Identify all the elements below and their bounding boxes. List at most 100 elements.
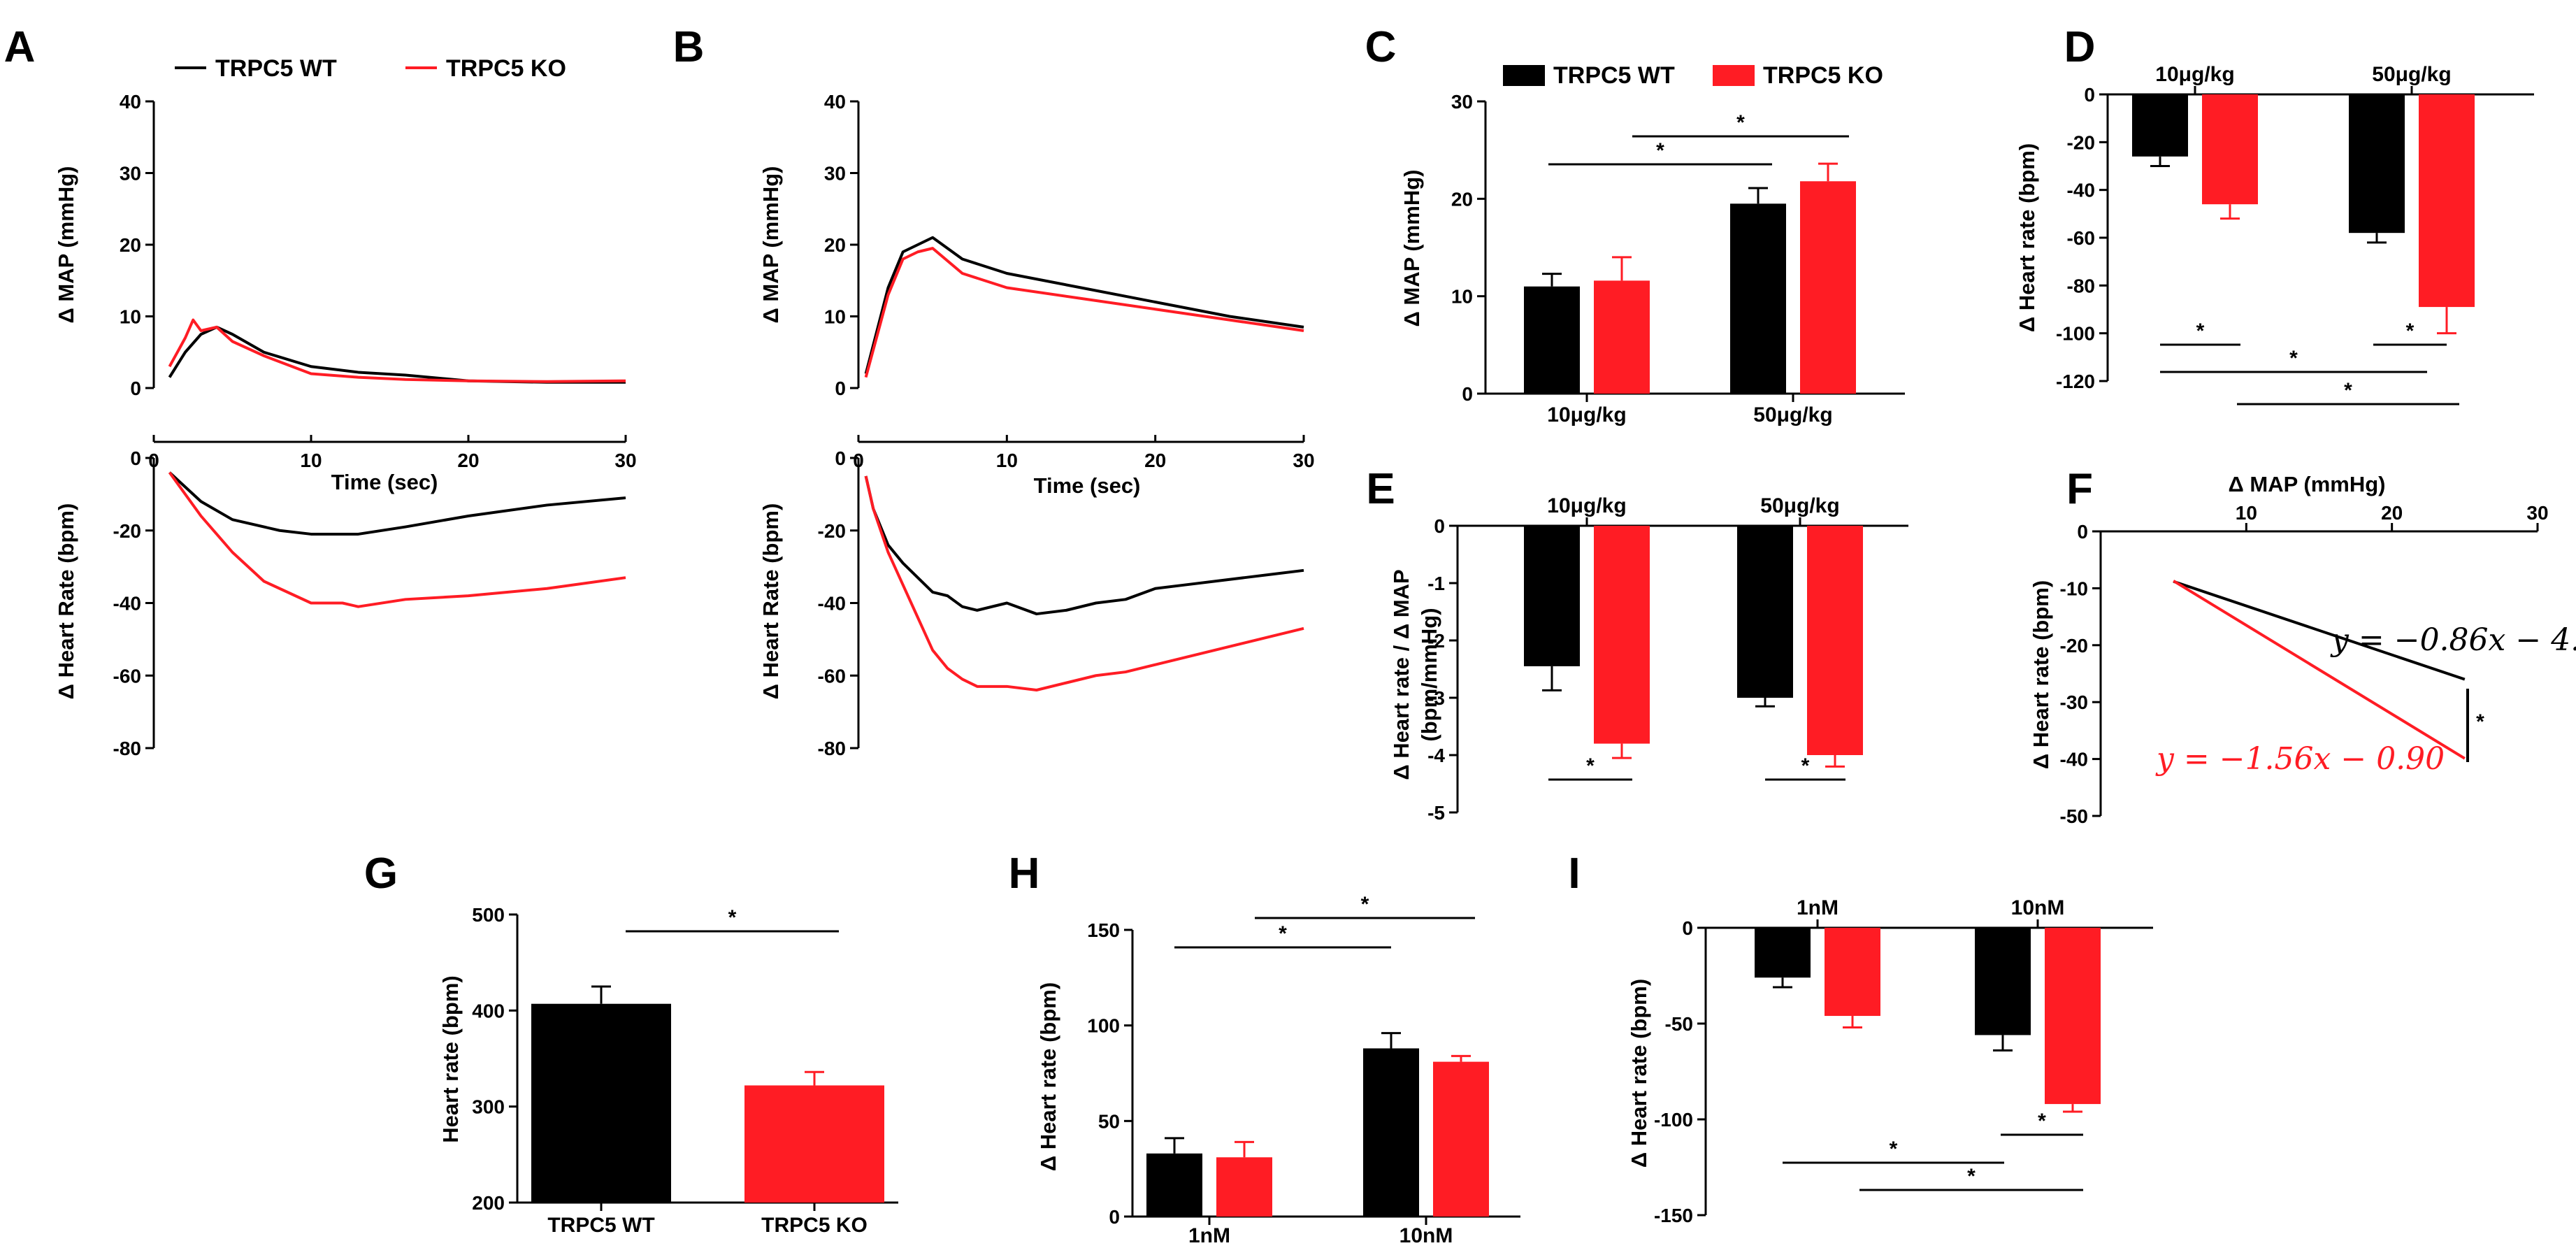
panel-C-bar-wt xyxy=(1524,286,1580,394)
panel-label-G: G xyxy=(364,849,398,898)
panel-H-sig-2-star: * xyxy=(1361,893,1369,916)
panel-A-x-tick-label: 20 xyxy=(457,450,479,471)
panel-F-equation-wt: y = −0.86x − 4.51 xyxy=(2330,622,2576,658)
panel-A-bottom-y-tick-label: 0 xyxy=(130,447,141,469)
panel-D-sig-4-star: * xyxy=(2344,379,2352,402)
panel-I-bar-wt xyxy=(1975,928,2031,1035)
panel-C-category-label: 10μg/kg xyxy=(1547,403,1626,426)
panel-H-bar-ko xyxy=(1433,1061,1489,1217)
panel-B-x-tick-label: 30 xyxy=(1293,450,1314,471)
panel-D-y-tick-label: -80 xyxy=(2067,275,2095,296)
panel-I-y-tick-label: -150 xyxy=(1654,1205,1693,1226)
panel-B-bottom-y-tick-label: -20 xyxy=(818,520,846,542)
panel-B-top-y-tick-label: 30 xyxy=(824,163,846,185)
panel-D-bar-ko xyxy=(2202,94,2258,205)
legend-ko-label: TRPC5 KO xyxy=(446,55,566,82)
panel-E-y-tick-label: -3 xyxy=(1427,687,1445,709)
panel-D-y-tick-label: -60 xyxy=(2067,227,2095,249)
panel-G-y-tick-label: 300 xyxy=(472,1096,505,1118)
panel-C-y-label: Δ MAP (mmHg) xyxy=(1399,170,1424,327)
panel-D-bar-ko xyxy=(2419,94,2475,308)
panel-F-x-tick-label: 10 xyxy=(2236,502,2257,524)
panel-F-y-tick-label: -10 xyxy=(2060,578,2088,599)
panel-F-y-label: Δ Heart rate (bpm) xyxy=(2029,580,2053,769)
panel-H-y-tick-label: 0 xyxy=(1109,1206,1120,1228)
panel-G-bar-wt xyxy=(531,1003,671,1203)
panel-G-category-label: TRPC5 KO xyxy=(761,1214,868,1237)
panel-D-y-tick-label: -20 xyxy=(2067,131,2095,153)
panel-F-equation-ko: y = −1.56x − 0.90 xyxy=(2155,741,2445,777)
panel-E-category-label: 10μg/kg xyxy=(1547,494,1626,517)
panel-F-y-tick-label: -20 xyxy=(2060,635,2088,657)
panel-G-y-tick-label: 400 xyxy=(472,1000,505,1021)
panel-I-category-label: 10nM xyxy=(2011,896,2065,919)
panel-B-bottom-series-wt xyxy=(864,475,1304,616)
panel-E-bar-ko xyxy=(1594,526,1650,744)
panel-D-y-label: Δ Heart rate (bpm) xyxy=(2015,143,2039,332)
panel-I-y-tick-label: -50 xyxy=(1665,1013,1693,1035)
panel-H-bar-wt xyxy=(1146,1153,1202,1217)
panel-I-category-label: 1nM xyxy=(1797,896,1839,919)
panel-E-y-tick-label: 0 xyxy=(1434,515,1445,537)
panel-I-sig-3-star: * xyxy=(1967,1165,1976,1188)
panel-H-y-tick-label: 50 xyxy=(1098,1110,1120,1132)
panel-A-top-y-label: Δ MAP (mmHg) xyxy=(54,166,78,324)
legend-ko-label: TRPC5 KO xyxy=(1763,62,1883,89)
panel-F-fit-wt xyxy=(2173,580,2466,681)
panel-C-bar-ko xyxy=(1594,280,1650,394)
panel-E-y-tick-label: -1 xyxy=(1427,573,1445,594)
panel-E-bar-wt xyxy=(1524,526,1580,666)
panel-E-y-label-units: (bpm/mmHg) xyxy=(1417,608,1441,741)
panel-F-x-label: Δ MAP (mmHg) xyxy=(2229,472,2386,496)
panel-H-category-label: 10nM xyxy=(1399,1224,1453,1247)
legend-wt-label: TRPC5 WT xyxy=(215,55,337,82)
panel-F-sig-star: * xyxy=(2476,710,2484,733)
panel-C-category-label: 50μg/kg xyxy=(1753,403,1832,426)
panel-A-bottom-series-ko xyxy=(168,471,626,608)
panel-A-top-series-wt xyxy=(168,325,626,384)
panel-label-H: H xyxy=(1009,849,1040,898)
panel-label-B: B xyxy=(673,23,705,71)
panel-I-y-tick-label: 0 xyxy=(1682,917,1693,939)
panel-label-I: I xyxy=(1568,849,1580,898)
panel-F-fit-ko xyxy=(2173,580,2466,760)
panel-H-sig-1-star: * xyxy=(1279,922,1287,945)
panel-A-bottom-y-tick-label: -80 xyxy=(113,738,141,759)
panel-I-sig-1-star: * xyxy=(2038,1110,2046,1133)
legend-ko-swatch xyxy=(1713,65,1755,86)
panel-A-top-y-tick-label: 20 xyxy=(120,234,141,256)
panel-D-sig-3-star: * xyxy=(2289,347,2298,370)
panel-I-bar-wt xyxy=(1755,928,1811,978)
panel-I-y-label: Δ Heart rate (bpm) xyxy=(1627,979,1651,1168)
panel-label-D: D xyxy=(2064,23,2096,71)
panel-D-y-tick-label: -40 xyxy=(2067,180,2095,201)
panel-B-top-y-tick-label: 40 xyxy=(824,91,846,113)
panel-A-bottom-y-tick-label: -40 xyxy=(113,593,141,615)
panel-D-sig-2-star: * xyxy=(2406,320,2415,343)
panel-A-x-label: Time (sec) xyxy=(331,470,438,494)
panel-G-category-label: TRPC5 WT xyxy=(547,1214,654,1237)
panel-I-bar-ko xyxy=(1825,928,1880,1017)
panel-H-y-tick-label: 150 xyxy=(1087,919,1120,941)
panel-C-sig-2-star: * xyxy=(1736,111,1745,134)
panel-E-sig-2-star: * xyxy=(1801,754,1810,777)
panel-B-top-series-wt xyxy=(864,236,1304,375)
panel-C-y-tick-label: 0 xyxy=(1462,383,1473,405)
panel-A-bottom-series-wt xyxy=(168,471,626,536)
panel-B-top-y-label: Δ MAP (mmHg) xyxy=(758,166,783,324)
panel-D-category-label: 50μg/kg xyxy=(2372,63,2451,86)
panel-A-x-tick-label: 10 xyxy=(300,450,322,471)
panel-E-y-tick-label: -2 xyxy=(1427,630,1445,652)
panel-I-y-tick-label: -100 xyxy=(1654,1109,1693,1131)
panel-D-y-tick-label: -100 xyxy=(2056,323,2095,345)
panel-D-bar-wt xyxy=(2349,94,2405,234)
panel-A-x-tick-label: 30 xyxy=(614,450,636,471)
panel-F-y-tick-label: -30 xyxy=(2060,691,2088,713)
panel-A-bottom-y-tick-label: -20 xyxy=(113,520,141,542)
panel-F-x-tick-label: 20 xyxy=(2381,502,2403,524)
panel-B-top-y-tick-label: 10 xyxy=(824,306,846,328)
panel-A-bottom-y-label: Δ Heart Rate (bpm) xyxy=(54,503,78,700)
panel-G-bar-ko xyxy=(744,1085,884,1203)
panel-A-top-y-tick-label: 30 xyxy=(120,163,141,185)
